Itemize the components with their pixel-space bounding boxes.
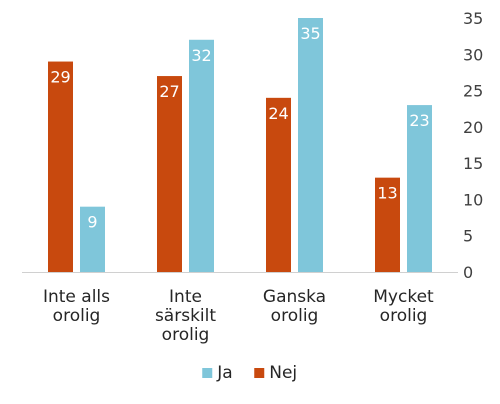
y-tick-label-35: 35 (463, 9, 483, 28)
data-label-ja-2: 35 (300, 24, 320, 43)
x-category-line: särskilt (155, 306, 216, 326)
data-label-nej-3: 13 (377, 184, 397, 203)
x-category-label-3: Mycket orolig (373, 287, 434, 326)
x-category-line: Ganska (263, 287, 326, 307)
x-category-line: orolig (162, 325, 210, 345)
bar-ja-0 (80, 206, 105, 272)
x-category-line: orolig (53, 306, 101, 326)
bar-ja-3 (407, 105, 432, 272)
x-category-line: orolig (271, 306, 319, 326)
data-labels-layer: 29 9 27 32 24 35 13 23 (50, 24, 429, 232)
y-tick-label-10: 10 (463, 190, 483, 209)
x-category-label-0: Inte alls orolig (43, 287, 110, 326)
x-category-label-1: Inte särskilt orolig (155, 287, 216, 345)
data-label-ja-3: 23 (409, 111, 429, 130)
y-axis: 0 5 10 15 20 25 30 35 (463, 9, 483, 282)
x-category-line: orolig (380, 306, 428, 326)
legend-swatch-ja (202, 368, 213, 378)
legend-label-nej: Nej (269, 363, 297, 383)
data-label-nej-1: 27 (159, 82, 179, 101)
legend: Ja Nej (202, 363, 297, 383)
y-tick-label-25: 25 (463, 82, 483, 101)
y-tick-label-30: 30 (463, 45, 483, 64)
data-label-nej-0: 29 (50, 68, 70, 87)
data-label-ja-0: 9 (87, 213, 97, 232)
legend-swatch-nej (254, 368, 265, 378)
bar-ja-2 (298, 18, 323, 272)
y-tick-label-0: 0 (463, 263, 473, 282)
y-tick-label-15: 15 (463, 154, 483, 173)
x-category-line: Mycket (373, 287, 434, 307)
bar-nej-1 (157, 76, 182, 272)
x-category-label-2: Ganska orolig (263, 287, 326, 326)
y-tick-label-5: 5 (463, 227, 473, 246)
y-tick-label-20: 20 (463, 118, 483, 137)
bar-nej-3 (375, 177, 400, 272)
x-category-line: Inte (169, 287, 202, 307)
data-label-ja-1: 32 (191, 46, 211, 65)
bar-ja-1 (189, 39, 214, 273)
bar-nej-0 (48, 61, 73, 272)
legend-label-ja: Ja (216, 363, 232, 383)
bars-layer (48, 18, 432, 273)
x-category-line: Inte alls (43, 287, 110, 307)
bar-nej-2 (266, 97, 291, 272)
data-label-nej-2: 24 (268, 104, 288, 123)
